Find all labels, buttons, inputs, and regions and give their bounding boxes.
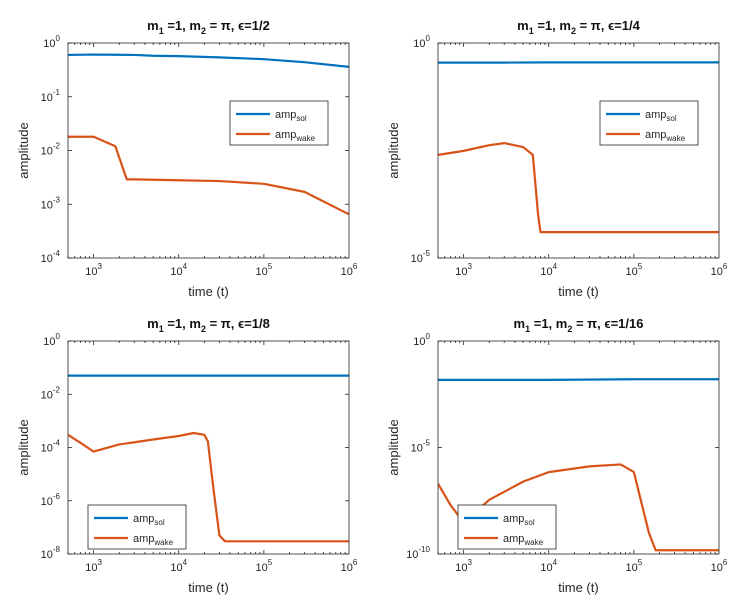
y-tick-label: 10-6 <box>41 492 61 508</box>
legend-entry: ampwake <box>133 533 174 547</box>
y-tick-label: 10-8 <box>41 545 61 561</box>
legend-box <box>599 100 699 146</box>
x-tick-label: 106 <box>711 262 728 278</box>
y-tick-label: 100 <box>413 332 430 348</box>
legend-entry: ampsol <box>645 109 677 123</box>
y-tick-label: 100 <box>43 332 60 348</box>
x-tick-label: 103 <box>455 262 472 278</box>
legend: ampsol ampwake <box>599 100 699 146</box>
y-tick-label: 10-2 <box>41 142 61 158</box>
y-axis-label: amplitude <box>16 419 31 475</box>
legend-entry: ampsol <box>275 109 307 123</box>
x-tick-label: 105 <box>626 558 643 574</box>
y-tick-label: 10-2 <box>41 385 61 401</box>
x-tick-label: 103 <box>85 558 102 574</box>
x-axis-label: time (t) <box>558 580 598 595</box>
y-tick-label: 10-3 <box>41 195 61 211</box>
legend-entry: ampwake <box>645 129 686 143</box>
panel-3: 103 104 105 106 10-8 10-6 10-4 10-2 100 time (t) a… <box>16 316 358 595</box>
x-tick-label: 106 <box>711 558 728 574</box>
legend-entry: ampwake <box>275 129 316 143</box>
axes-frame <box>437 42 720 259</box>
y-tick-label: 10-4 <box>41 439 61 455</box>
x-axis-label: time (t) <box>558 284 598 299</box>
legend-box <box>87 504 187 550</box>
y-axis-label: amplitude <box>16 122 31 178</box>
y-tick-label: 10-1 <box>41 88 61 104</box>
panel-1: 103 104 105 106 10-4 10-3 10-2 10-1 100 time (t) a… <box>16 18 358 299</box>
series-line-amp-sol <box>438 378 719 381</box>
plot-area <box>68 43 349 258</box>
x-axis-label: time (t) <box>188 580 228 595</box>
x-tick-label: 105 <box>256 558 273 574</box>
x-tick-label: 103 <box>85 262 102 278</box>
legend-entry: ampsol <box>503 513 535 527</box>
chart-title: m1 =1, m2 = π, ϵ=1/16 <box>514 316 644 334</box>
panel-2: 103 104 105 106 10-5 100 time (t) amplitude m1 =… <box>386 18 728 299</box>
y-axis-label: amplitude <box>386 419 401 475</box>
legend: ampsol ampwake <box>457 504 557 550</box>
x-tick-label: 106 <box>341 558 358 574</box>
series-line-amp-wake <box>68 431 349 543</box>
chart-title: m1 =1, m2 = π, ϵ=1/8 <box>147 316 270 334</box>
y-tick-label: 10-5 <box>411 249 431 265</box>
panel-4: 103 104 105 106 10-10 10-5 100 time (t) amplitud… <box>386 316 728 595</box>
x-tick-label: 106 <box>341 262 358 278</box>
series-line-amp-sol <box>68 53 349 68</box>
x-tick-label: 105 <box>256 262 273 278</box>
y-axis-label: amplitude <box>386 122 401 178</box>
x-tick-label: 103 <box>455 558 472 574</box>
x-axis-label: time (t) <box>188 284 228 299</box>
series-line-amp-wake <box>438 142 719 234</box>
legend-entry: ampwake <box>503 533 544 547</box>
chart-title: m1 =1, m2 = π, ϵ=1/4 <box>517 18 640 36</box>
chart-title: m1 =1, m2 = π, ϵ=1/2 <box>147 18 270 36</box>
series-line-amp-wake <box>68 135 349 216</box>
legend: ampsol ampwake <box>229 100 329 146</box>
x-tick-label: 104 <box>540 558 557 574</box>
legend: ampsol ampwake <box>87 504 187 550</box>
y-tick-label: 100 <box>413 34 430 50</box>
y-tick-label: 100 <box>43 34 60 50</box>
y-tick-label: 10-10 <box>406 545 430 561</box>
y-tick-label: 10-5 <box>411 439 431 455</box>
x-tick-label: 104 <box>170 262 187 278</box>
legend-box <box>229 100 329 146</box>
legend-entry: ampsol <box>133 513 165 527</box>
x-tick-label: 105 <box>626 262 643 278</box>
x-tick-label: 104 <box>170 558 187 574</box>
plot-area <box>438 43 719 258</box>
legend-box <box>457 504 557 550</box>
y-tick-label: 10-4 <box>41 249 61 265</box>
x-tick-label: 104 <box>540 262 557 278</box>
